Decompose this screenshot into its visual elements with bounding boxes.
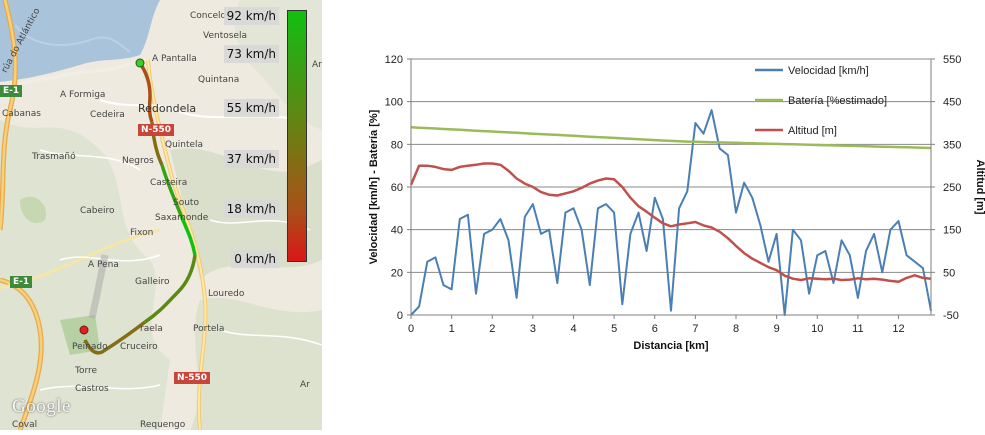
place-trasmano: Trasmañó — [32, 152, 76, 162]
x-tick-label: 8 — [733, 323, 739, 335]
chart-legend: Velocidad [km/h] Batería [%estimado] Altit… — [755, 65, 887, 137]
y-left-tick-label: 40 — [391, 225, 403, 237]
x-tick-label: 1 — [449, 323, 455, 335]
place-redondela: Redondela — [138, 102, 197, 115]
battery-line — [410, 126, 932, 150]
route-map[interactable]: Concelo Ventosela A Pantalla Quintana A … — [0, 0, 322, 430]
place-portela: Portela — [193, 324, 225, 334]
speed-legend-label-37: 37 km/h — [223, 150, 279, 168]
y-axis-right-title: Altitud [m] — [974, 160, 985, 215]
y-left-tick-label: 80 — [391, 139, 403, 151]
y-axis-left-title: Velocidad [km/h] - Batería [%] — [368, 109, 380, 264]
road-e1-bottom: E-1 — [10, 276, 33, 288]
place-souto: Souto — [173, 198, 199, 208]
x-tick-label: 3 — [530, 323, 536, 335]
x-tick-label: 6 — [652, 323, 658, 335]
place-casteira: Casteira — [150, 178, 188, 188]
place-cabanas: Cabanas — [2, 109, 41, 119]
legend-velocity-label: Velocidad [km/h] — [788, 65, 869, 77]
speed-legend-label-92: 92 km/h — [223, 7, 279, 25]
x-tick-label: 9 — [774, 323, 780, 335]
x-axis-title: Distancia [km] — [633, 340, 709, 352]
place-coval: Coval — [12, 420, 38, 430]
place-ar-2: Ar — [300, 380, 310, 390]
x-tick-label: 12 — [892, 323, 904, 335]
y-left-tick-label: 0 — [397, 310, 403, 322]
place-quintela: Quintela — [165, 140, 204, 150]
place-louredo: Louredo — [208, 289, 245, 299]
x-tick-label: 2 — [489, 323, 495, 335]
y-right-tick-label: 150 — [943, 225, 961, 237]
x-tick-label: 11 — [852, 323, 863, 335]
place-concelo: Concelo — [190, 11, 226, 21]
profile-chart: 0 1 2 3 4 5 6 7 8 9 10 11 12 0 20 40 60 80 100 120 -50 50 150 2… — [345, 42, 985, 430]
place-a-pantalla: A Pantalla — [152, 54, 197, 64]
velocity-line — [410, 109, 932, 316]
y-right-tick-label: -50 — [943, 310, 959, 322]
place-saxamonde: Saxamonde — [155, 213, 209, 223]
place-quintana: Quintana — [198, 75, 240, 85]
speed-legend-label-73: 73 km/h — [223, 45, 279, 63]
x-tick-label: 4 — [570, 323, 576, 335]
y-right-tick-label: 50 — [943, 267, 955, 279]
place-a-formiga: A Formiga — [60, 90, 106, 100]
axes: 0 1 2 3 4 5 6 7 8 9 10 11 12020406080100120-50501502… — [368, 54, 985, 352]
google-logo: Google — [12, 396, 71, 417]
place-ar: Ar — [312, 60, 322, 70]
place-negros: Negros — [122, 156, 154, 166]
legend-altitude-label: Altitud [m] — [788, 125, 837, 137]
speed-legend-label-0: 0 km/h — [231, 250, 279, 268]
x-tick-label: 10 — [811, 323, 823, 335]
place-cruceiro: Cruceiro — [120, 342, 158, 352]
place-raela: raela — [140, 324, 163, 334]
y-left-tick-label: 120 — [385, 54, 403, 66]
y-right-tick-label: 250 — [943, 182, 961, 194]
y-left-tick-label: 100 — [385, 97, 403, 109]
x-tick-label: 5 — [611, 323, 617, 335]
place-cedeira: Cedeira — [90, 110, 125, 120]
speed-legend-label-55: 55 km/h — [223, 99, 279, 117]
road-e1-top: E-1 — [0, 85, 23, 97]
y-right-tick-label: 350 — [943, 139, 961, 151]
x-tick-label: 0 — [408, 323, 414, 335]
y-right-tick-label: 550 — [943, 54, 961, 66]
place-requengo: Requengo — [140, 420, 186, 430]
place-cabeiro: Cabeiro — [80, 206, 115, 216]
altitude-line — [409, 162, 932, 283]
chart-svg: 0 1 2 3 4 5 6 7 8 9 10 11 12020406080100120-50501502… — [368, 54, 985, 352]
grid-lines — [411, 58, 931, 273]
y-right-tick-label: 450 — [943, 97, 961, 109]
speed-legend-label-18: 18 km/h — [223, 200, 279, 218]
x-tick-label: 7 — [692, 323, 698, 335]
place-a-pena: A Pena — [88, 260, 119, 270]
place-peinado: Peinado — [72, 342, 108, 352]
legend-battery-label: Batería [%estimado] — [788, 95, 887, 107]
place-torre: Torre — [75, 366, 98, 376]
place-galleiro: Galleiro — [135, 277, 170, 287]
y-left-tick-label: 60 — [391, 182, 403, 194]
speed-color-scale — [287, 10, 307, 262]
road-n550-bottom: N-550 — [174, 372, 211, 384]
place-ventosela: Ventosela — [203, 31, 247, 41]
place-castros: Castros — [75, 384, 109, 394]
series-lines — [409, 109, 932, 316]
y-left-tick-label: 20 — [391, 267, 403, 279]
place-fixon: Fixon — [130, 228, 154, 238]
road-n550-top: N-550 — [138, 124, 175, 136]
